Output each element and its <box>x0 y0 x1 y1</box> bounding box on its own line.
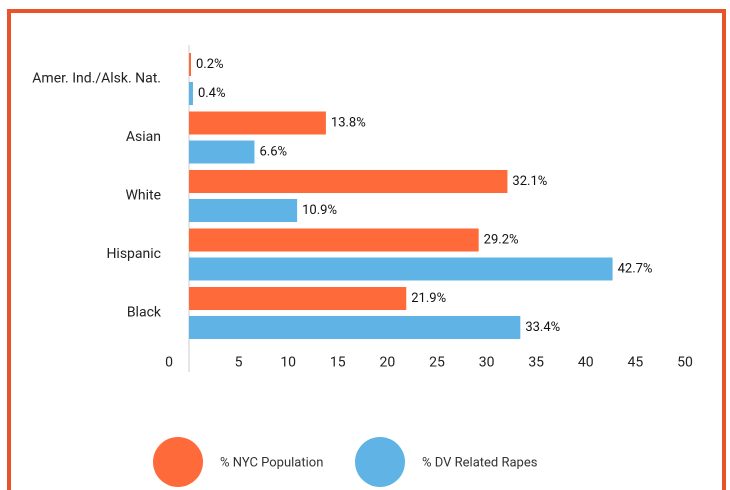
legend-swatch <box>153 437 203 487</box>
y-tick-label: White <box>125 188 161 204</box>
value-label: 0.4% <box>198 86 226 101</box>
y-tick-label: Asian <box>126 129 161 145</box>
x-tick-label: 30 <box>479 355 495 371</box>
bar <box>189 140 255 164</box>
x-tick-label: 40 <box>578 355 594 371</box>
value-label: 10.9% <box>302 203 337 218</box>
value-label: 42.7% <box>618 261 653 276</box>
y-tick-label: Black <box>127 305 162 321</box>
bar <box>189 82 193 105</box>
value-label: 0.2% <box>196 57 224 72</box>
value-label: 33.4% <box>525 320 560 335</box>
value-label: 32.1% <box>512 174 547 189</box>
x-tick-label: 10 <box>280 355 296 371</box>
value-label: 21.9% <box>411 291 446 306</box>
legend-label: % DV Related Rapes <box>422 455 538 470</box>
x-tick-label: 35 <box>528 355 544 371</box>
bar <box>189 53 191 76</box>
bar <box>189 228 479 252</box>
x-tick-label: 45 <box>628 355 644 371</box>
legend-label: % NYC Population <box>220 455 323 470</box>
y-tick-label: Hispanic <box>106 246 161 262</box>
bar <box>189 257 613 281</box>
x-tick-label: 0 <box>165 355 173 371</box>
x-tick-label: 5 <box>235 355 243 371</box>
bar <box>189 111 326 135</box>
y-tick-label: Amer. Ind./Alsk. Nat. <box>32 71 161 87</box>
x-tick-label: 20 <box>380 355 396 371</box>
value-label: 6.6% <box>259 144 287 159</box>
value-label: 13.8% <box>331 115 366 130</box>
x-tick-label: 15 <box>330 355 346 371</box>
frame <box>7 9 726 490</box>
bar <box>189 316 521 339</box>
value-label: 29.2% <box>484 232 519 247</box>
x-tick-label: 25 <box>429 355 445 371</box>
legend-swatch <box>355 437 405 487</box>
bar <box>189 287 407 310</box>
x-tick-label: 50 <box>677 355 693 371</box>
bar <box>189 170 508 193</box>
bar <box>189 199 298 222</box>
